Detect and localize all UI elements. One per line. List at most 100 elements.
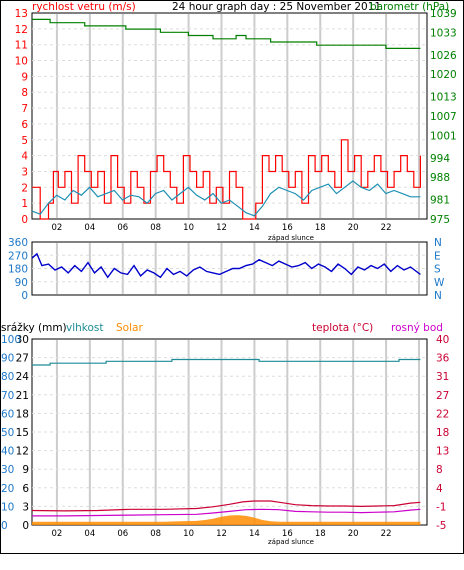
humidity-tick-4: 40 <box>1 446 14 458</box>
x-tick-label-0-7: 16 <box>282 223 293 233</box>
x-tick-label-0-5: 12 <box>216 223 227 233</box>
baro-tick-988: 988 <box>430 172 450 184</box>
x-tick-label-2-3: 08 <box>150 529 161 539</box>
dir-tick-0: 0 <box>21 290 28 302</box>
humidity-tick-0: 0 <box>1 520 8 532</box>
header-right-label: barometr (hPa) <box>370 1 449 13</box>
baro-tick-975: 975 <box>430 214 450 226</box>
wind-tick-7: 7 <box>21 103 28 115</box>
dir-tick-180: 180 <box>8 264 28 276</box>
humidity-temp-plot-area <box>31 338 428 526</box>
x-tick-label-2-4: 10 <box>183 529 194 539</box>
x-tick-label-0-1: 04 <box>84 223 95 233</box>
wind-tick-3: 3 <box>21 166 28 178</box>
x-tick-label-0-8: 18 <box>315 223 326 233</box>
dew-point-series <box>32 508 421 517</box>
x-tick-label-0-10: 22 <box>381 223 392 233</box>
x-tick-label-2-10: 22 <box>381 529 392 539</box>
baro-tick-994: 994 <box>430 153 450 165</box>
humidity-tick-2: 20 <box>1 483 14 495</box>
dir-tick-90: 90 <box>15 277 28 289</box>
humidity-tick-7: 70 <box>1 390 14 402</box>
x-tick-label-0-4: 10 <box>183 223 194 233</box>
humidity-tick-6: 60 <box>1 408 14 420</box>
rain-tick-6: 18 <box>16 408 29 420</box>
temp-tick-10: 40 <box>436 334 449 346</box>
wind-tick-12: 12 <box>15 24 28 36</box>
sunset-label-bottom: západ slunce <box>268 538 314 546</box>
humidity-tick-8: 80 <box>1 371 14 383</box>
x-tick-label-0-6: 14 <box>249 223 260 233</box>
solar-legend: Solar <box>116 322 143 334</box>
wind-tick-6: 6 <box>21 119 28 131</box>
temp-tick-6: 22 <box>436 408 449 420</box>
x-tick-label-0-3: 08 <box>150 223 161 233</box>
baro-tick-981: 981 <box>430 195 450 207</box>
temp-axis-title: teplota (°C) <box>312 322 373 334</box>
baro-tick-1020: 1020 <box>430 69 457 81</box>
wind-average-series <box>31 180 421 217</box>
dir-compass-tick-1: W <box>434 277 445 289</box>
sunset-label-top: západ slunce <box>268 234 314 242</box>
x-tick-label-0-9: 20 <box>348 223 359 233</box>
x-tick-label-2-0: 02 <box>52 529 63 539</box>
humidity-tick-10: 100 <box>1 334 21 346</box>
dew-legend: rosný bod <box>391 322 443 334</box>
temp-tick-5: 18 <box>436 427 449 439</box>
wind-tick-10: 10 <box>15 56 28 68</box>
baro-tick-1033: 1033 <box>430 27 457 39</box>
baro-tick-1026: 1026 <box>430 50 457 62</box>
solar-area-series <box>32 515 421 525</box>
dir-compass-tick-4: N <box>434 237 442 249</box>
temp-tick-2: 4 <box>436 483 443 495</box>
temperature-series <box>31 500 421 512</box>
x-tick-label-2-2: 06 <box>117 529 128 539</box>
dir-compass-tick-0: N <box>434 290 442 302</box>
x-tick-label-2-6: 14 <box>249 529 260 539</box>
baro-tick-1001: 1001 <box>430 130 457 142</box>
x-tick-label-2-8: 18 <box>315 529 326 539</box>
wind-direction-series <box>31 252 421 279</box>
wind-tick-4: 4 <box>21 151 28 163</box>
baro-tick-1039: 1039 <box>430 8 457 20</box>
dir-tick-360: 360 <box>8 237 28 249</box>
wind-tick-8: 8 <box>21 87 28 99</box>
wind-tick-5: 5 <box>21 135 28 147</box>
temp-tick-8: 31 <box>436 371 449 383</box>
rain-tick-1: 3 <box>22 501 29 513</box>
wind-tick-0: 0 <box>21 214 28 226</box>
humidity-tick-3: 30 <box>1 464 14 476</box>
x-tick-label-0-0: 02 <box>52 223 63 233</box>
header-left-label: rychlost vetru (m/s) <box>32 1 136 13</box>
wind-tick-1: 1 <box>21 198 28 210</box>
rain-tick-4: 12 <box>16 446 29 458</box>
baro-tick-1013: 1013 <box>430 92 457 104</box>
rain-tick-8: 24 <box>16 371 30 383</box>
temp-tick-0: -5 <box>436 520 446 532</box>
dir-compass-tick-2: S <box>434 264 441 276</box>
baro-tick-1007: 1007 <box>430 111 457 123</box>
wind-tick-2: 2 <box>21 182 28 194</box>
rain-tick-3: 9 <box>22 464 29 476</box>
temp-tick-9: 36 <box>436 353 450 365</box>
rain-axis-title: srážky (mm) <box>1 322 67 334</box>
humidity-tick-1: 10 <box>1 501 14 513</box>
temp-tick-1: -1 <box>436 501 446 513</box>
x-tick-label-0-2: 06 <box>117 223 128 233</box>
wind-tick-11: 11 <box>15 40 28 52</box>
x-tick-label-2-1: 04 <box>84 529 95 539</box>
header-title: 24 hour graph day : 25 November 2011 <box>172 1 381 13</box>
wind-tick-13: 13 <box>15 8 28 20</box>
barometer-series <box>32 18 421 49</box>
rain-tick-7: 21 <box>16 390 29 402</box>
dir-compass-tick-3: E <box>434 250 441 262</box>
humidity-tick-9: 90 <box>1 353 14 365</box>
humidity-axis-title: vlhkost <box>66 322 104 334</box>
rain-tick-2: 6 <box>22 483 29 495</box>
humidity-series <box>32 358 421 366</box>
dir-tick-270: 270 <box>8 250 28 262</box>
wind-speed-series <box>32 139 421 220</box>
rain-tick-9: 27 <box>16 353 29 365</box>
